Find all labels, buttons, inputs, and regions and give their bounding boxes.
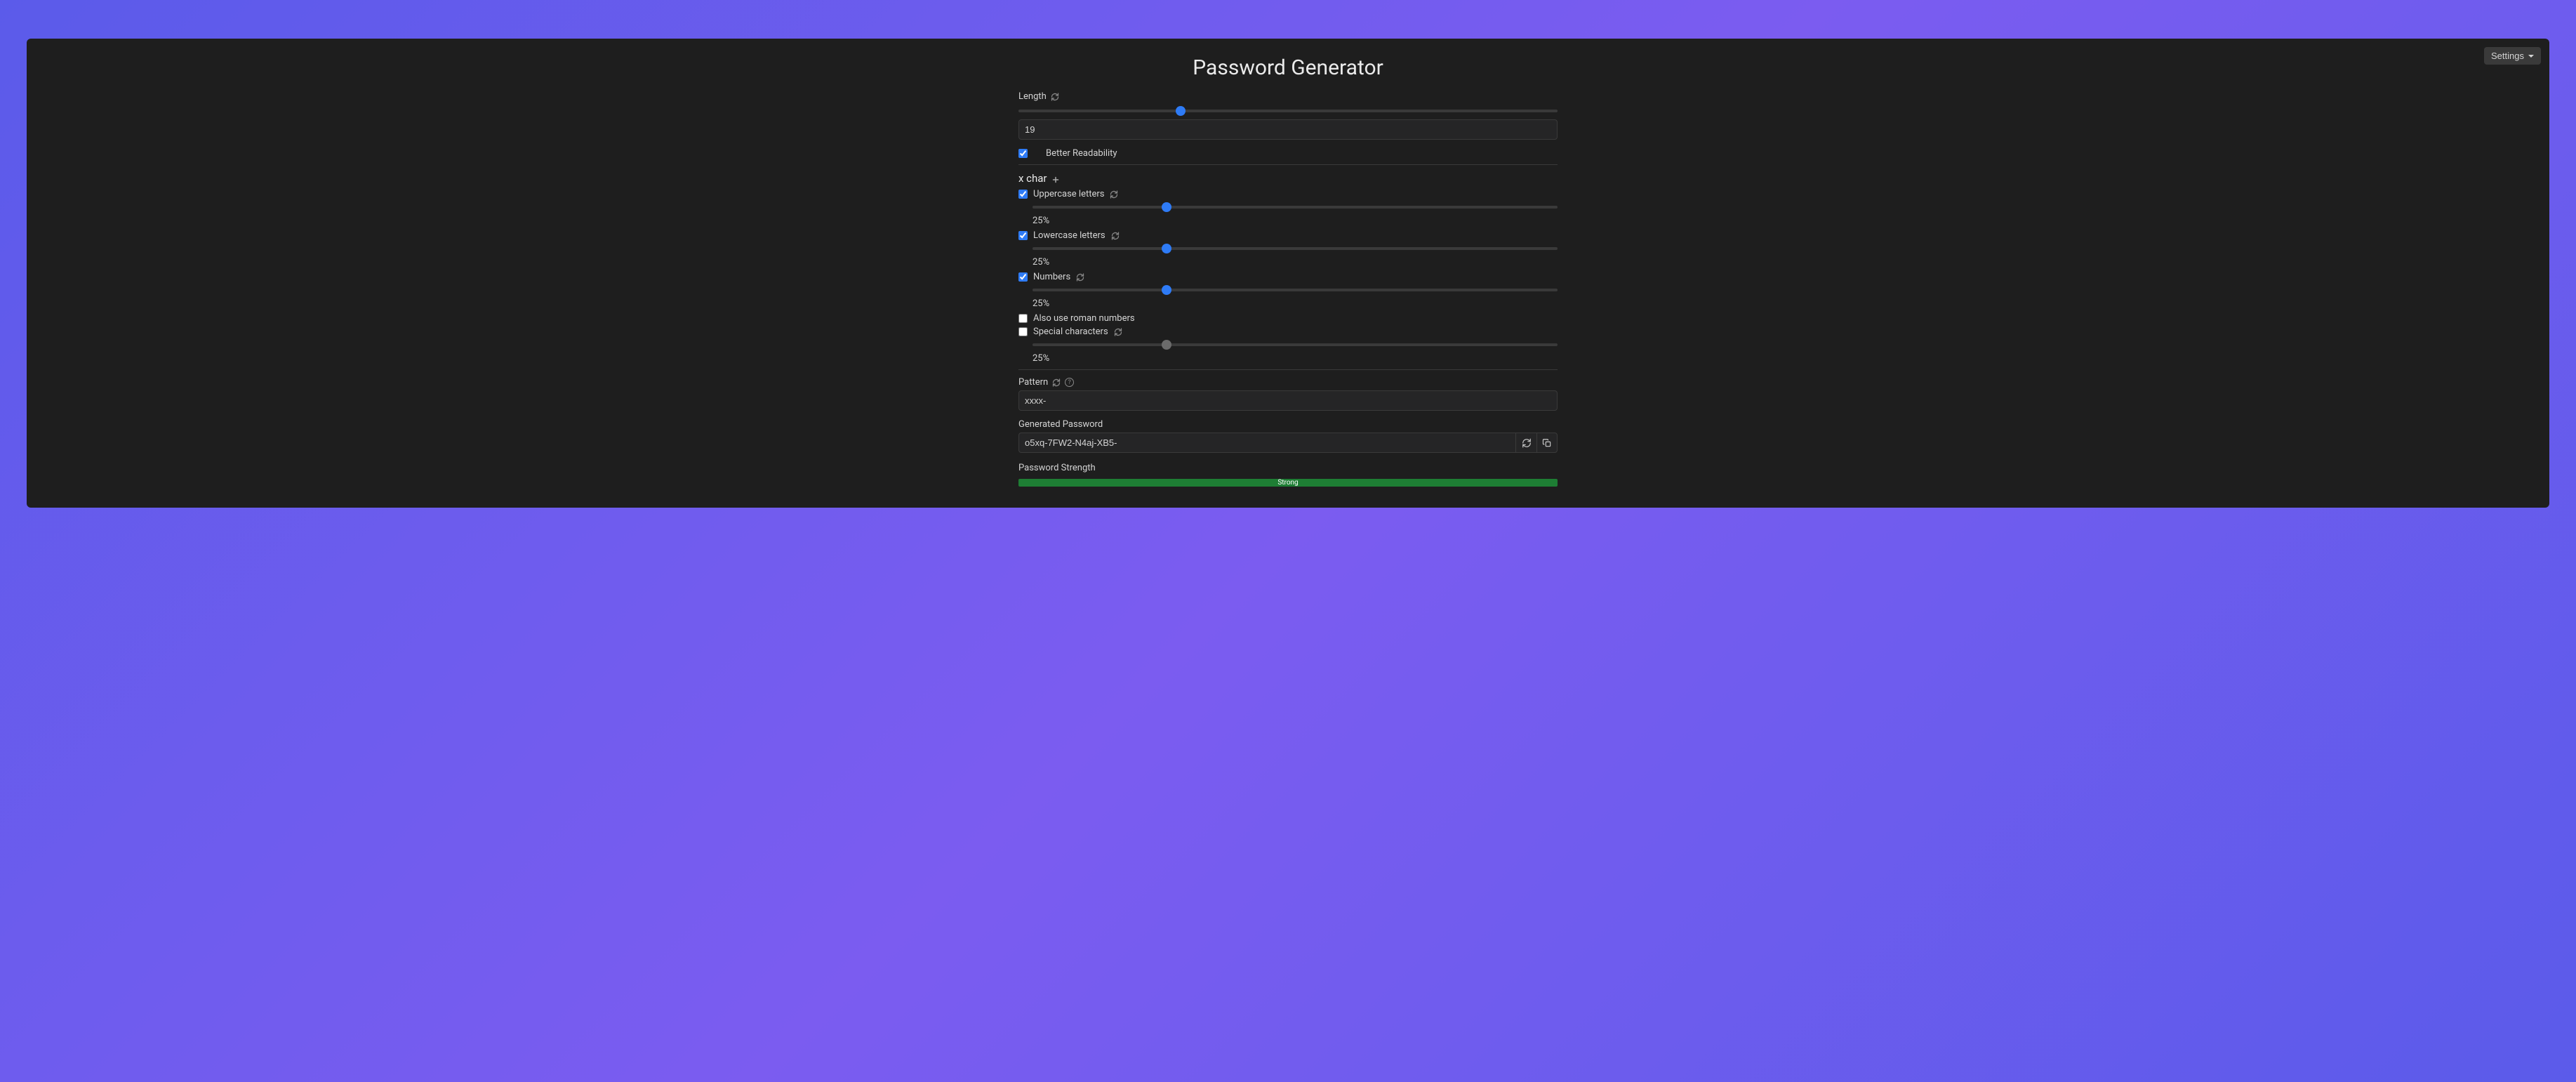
refresh-icon[interactable] [1051,93,1059,101]
special-percent-display: 25% [1018,353,1558,364]
pattern-label: Pattern [1018,377,1048,388]
uppercase-percent-slider[interactable] [1033,206,1558,209]
uppercase-percent-display: 25% [1018,216,1558,226]
numbers-checkbox[interactable] [1018,272,1028,282]
length-label-row: Length [1018,91,1558,102]
special-label[interactable]: Special characters [1033,326,1108,337]
numbers-sub-checkbox[interactable] [1018,314,1028,323]
refresh-icon[interactable] [1114,328,1122,336]
copy-button[interactable] [1536,433,1558,453]
divider [1018,164,1558,165]
better-readability-row: Better Readability [1018,148,1558,159]
length-label: Length [1018,91,1047,102]
main-panel: Settings Password Generator Length Bette… [27,39,2549,508]
strength-bar: Strong [1018,479,1558,487]
lowercase-checkbox[interactable] [1018,231,1028,240]
numbers-sub-label[interactable]: Also use roman numbers [1033,313,1135,324]
xchar-heading-row: x char [1018,172,1558,185]
regenerate-button[interactable] [1515,433,1536,453]
special-row: Special characters [1018,326,1558,337]
settings-label: Settings [2491,51,2524,61]
refresh-icon[interactable] [1110,190,1118,199]
lowercase-percent-display: 25% [1018,257,1558,268]
char-groups: Uppercase letters 25% Lowercase letters 25%… [1018,189,1558,364]
caret-down-icon [2528,55,2534,58]
numbers-row: Numbers [1018,272,1558,282]
special-checkbox[interactable] [1018,327,1028,336]
refresh-icon[interactable] [1076,273,1084,282]
char-group-numbers: Numbers 25% Also use roman numbers [1018,272,1558,324]
form-container: Length Better Readability x char Upperca… [1018,91,1558,487]
numbers-sub-row: Also use roman numbers [1018,313,1558,324]
better-readability-checkbox[interactable] [1018,149,1028,158]
generated-output-row [1018,433,1558,453]
xchar-heading: x char [1018,172,1047,185]
length-input[interactable] [1018,119,1558,140]
numbers-percent-display: 25% [1018,298,1558,309]
settings-button[interactable]: Settings [2484,47,2541,65]
numbers-percent-slider[interactable] [1033,289,1558,291]
pattern-label-row: Pattern ? [1018,377,1558,388]
length-slider[interactable] [1018,110,1558,112]
numbers-label[interactable]: Numbers [1033,272,1070,282]
help-icon[interactable]: ? [1065,378,1074,387]
plus-icon[interactable] [1051,174,1060,183]
special-percent-slider[interactable] [1033,343,1558,346]
strength-label: Password Strength [1018,463,1558,473]
uppercase-checkbox[interactable] [1018,190,1028,199]
pattern-input[interactable] [1018,390,1558,411]
strength-text: Strong [1277,479,1298,487]
uppercase-row: Uppercase letters [1018,189,1558,199]
lowercase-percent-slider[interactable] [1033,247,1558,250]
better-readability-label[interactable]: Better Readability [1046,148,1117,159]
char-group-lowercase: Lowercase letters 25% [1018,230,1558,268]
generated-label: Generated Password [1018,419,1103,430]
generated-label-row: Generated Password [1018,419,1558,430]
generated-password-output[interactable] [1018,433,1515,453]
char-group-special: Special characters 25% [1018,326,1558,364]
uppercase-label[interactable]: Uppercase letters [1033,189,1104,199]
page-title: Password Generator [27,55,2549,80]
divider [1018,369,1558,370]
refresh-icon[interactable] [1052,378,1061,387]
refresh-icon[interactable] [1111,232,1120,240]
char-group-uppercase: Uppercase letters 25% [1018,189,1558,226]
lowercase-row: Lowercase letters [1018,230,1558,241]
lowercase-label[interactable]: Lowercase letters [1033,230,1106,241]
